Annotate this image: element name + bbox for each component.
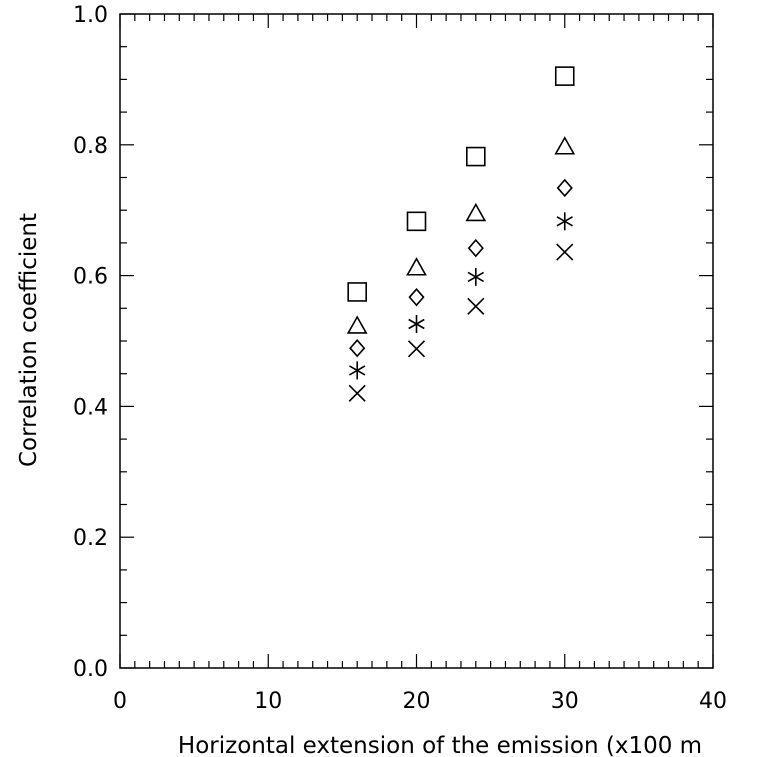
diamond-marker	[349, 338, 366, 358]
diamond-marker	[408, 287, 425, 307]
triangle-marker	[406, 257, 427, 276]
diamond-marker	[556, 178, 573, 198]
triangle-marker	[346, 315, 368, 334]
plot-frame	[119, 13, 714, 669]
asterisk-marker	[408, 314, 425, 333]
cross-marker	[348, 384, 366, 402]
x-axis-title: Horizontal extension of the emission (x1…	[178, 733, 702, 757]
x-tick-label: 40	[699, 689, 727, 714]
cross-marker	[556, 243, 574, 261]
triangle-marker	[465, 202, 487, 222]
square-marker	[347, 282, 368, 302]
asterisk-marker	[556, 212, 573, 231]
asterisk-marker	[349, 361, 366, 380]
triangle-marker	[554, 136, 576, 155]
y-axis-title: Correlation coefficient	[16, 213, 42, 467]
diamond-marker	[467, 238, 484, 258]
y-tick-label: 0.0	[73, 657, 108, 682]
y-tick-label: 0.8	[73, 134, 108, 159]
x-tick-label: 10	[254, 689, 282, 714]
x-tick-label: 20	[403, 689, 431, 714]
y-tick-label: 0.2	[73, 526, 108, 551]
y-tick-label: 1.0	[73, 3, 108, 28]
square-marker	[554, 66, 575, 86]
cross-marker	[407, 340, 426, 358]
y-tick-label: 0.4	[73, 395, 108, 420]
x-tick-label: 0	[113, 689, 127, 714]
square-marker	[465, 146, 486, 167]
x-tick-label: 30	[551, 689, 579, 714]
asterisk-marker	[467, 267, 484, 286]
square-marker	[406, 211, 427, 232]
cross-marker	[467, 297, 485, 315]
y-tick-label: 0.6	[73, 265, 108, 290]
